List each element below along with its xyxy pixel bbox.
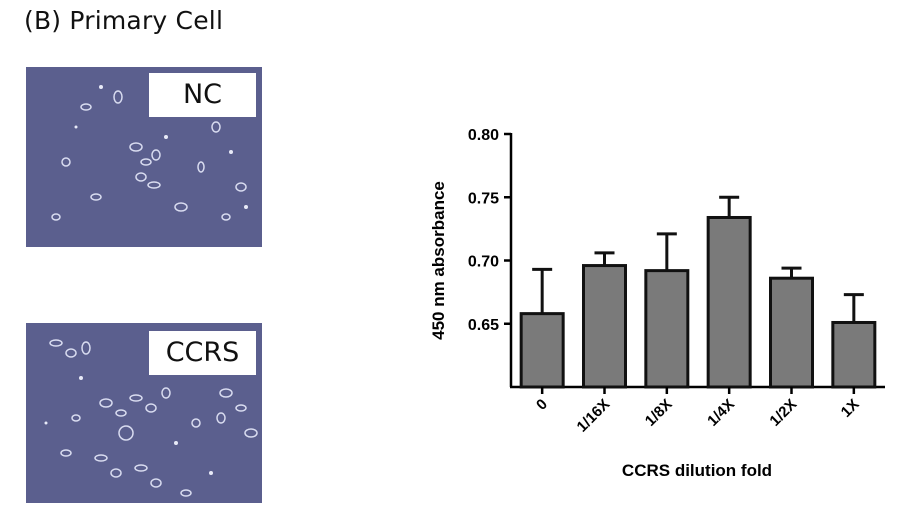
y-tick-label: 0.75 [468,190,499,207]
micrograph-ccrs: CCRS [26,323,262,503]
bar [644,269,690,389]
x-tick-label: 1/2X [766,396,800,430]
x-tick-label: 1/16X [574,396,614,436]
micrograph-label-nc: NC [149,73,256,117]
bar [582,264,627,389]
cell-texture-ccrs [44,339,258,497]
y-tick-label: 0.70 [468,254,499,271]
bar [706,215,752,389]
y-tick-label: 0.80 [468,127,499,144]
cell-texture-nc [51,85,248,221]
bar [519,312,565,389]
x-tick-label: 0 [533,396,551,414]
bar [831,320,877,389]
chart-axes [509,133,885,389]
y-axis-title: 450 nm absorbance [429,181,448,340]
x-tick-label: 1/8X [642,396,676,430]
panel-title: (B) Primary Cell [24,6,224,35]
micrograph-label-ccrs: CCRS [149,331,256,375]
bar [769,276,814,389]
x-tick-label: 1/4X [704,396,738,430]
y-tick-label: 0.65 [468,317,499,334]
x-tick-label: 1X [838,396,863,421]
micrograph-nc: NC [26,67,262,247]
x-axis-title: CCRS dilution fold [622,461,772,480]
